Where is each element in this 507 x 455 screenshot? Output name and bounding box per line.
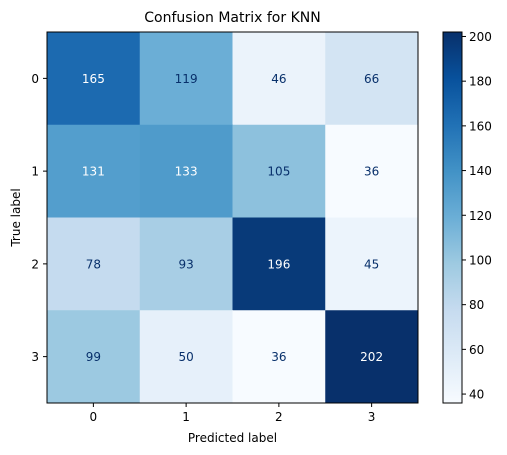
y-axis-label: True label [9, 188, 23, 247]
heatmap-cells: 165 119 46 66 131 133 105 36 78 93 196 45 99 50 36 202 [47, 32, 419, 404]
y-tick-label: 1 [31, 165, 39, 179]
colorbar-tick-label: 40 [469, 388, 484, 402]
cell-value-label: 93 [178, 257, 193, 271]
cell-value-label: 78 [86, 257, 101, 271]
cell-value-label: 36 [364, 165, 379, 179]
x-tick-label: 0 [90, 410, 98, 424]
cell-value-label: 45 [364, 257, 379, 271]
colorbar [443, 32, 462, 403]
cell-value-label: 133 [175, 165, 198, 179]
cell-value-label: 105 [267, 165, 290, 179]
y-tick-label: 0 [31, 72, 39, 86]
cell-value-label: 50 [178, 350, 193, 364]
colorbar-axis: 40 60 80 100 120 140 160 180 200 [462, 30, 492, 402]
colorbar-tick-label: 180 [469, 75, 492, 89]
cell-value-label: 66 [364, 72, 379, 86]
cell-value-label: 99 [86, 350, 101, 364]
cell-value-label: 196 [267, 257, 290, 271]
chart-title: Confusion Matrix for KNN [144, 10, 320, 26]
colorbar-tick-label: 60 [469, 343, 484, 357]
cell-value-label: 119 [175, 72, 198, 86]
colorbar-tick-label: 200 [469, 30, 492, 44]
x-tick-label: 3 [368, 410, 376, 424]
x-axis-label: Predicted label [188, 431, 277, 445]
colorbar-tick-label: 140 [469, 164, 492, 178]
cell-value-label: 46 [271, 72, 286, 86]
colorbar-tick-label: 100 [469, 253, 492, 267]
y-tick-label: 3 [31, 350, 39, 364]
x-tick-label: 1 [182, 410, 190, 424]
y-axis: 0 1 2 3 [31, 72, 47, 364]
cell-value-label: 165 [82, 72, 105, 86]
colorbar-tick-label: 80 [469, 298, 484, 312]
x-axis: 0 1 2 3 [90, 403, 376, 424]
y-tick-label: 2 [31, 257, 39, 271]
colorbar-tick-label: 160 [469, 119, 492, 133]
cell-value-label: 202 [360, 350, 383, 364]
cell-value-label: 131 [82, 165, 105, 179]
colorbar-tick-label: 120 [469, 209, 492, 223]
x-tick-label: 2 [275, 410, 283, 424]
cell-value-label: 36 [271, 350, 286, 364]
